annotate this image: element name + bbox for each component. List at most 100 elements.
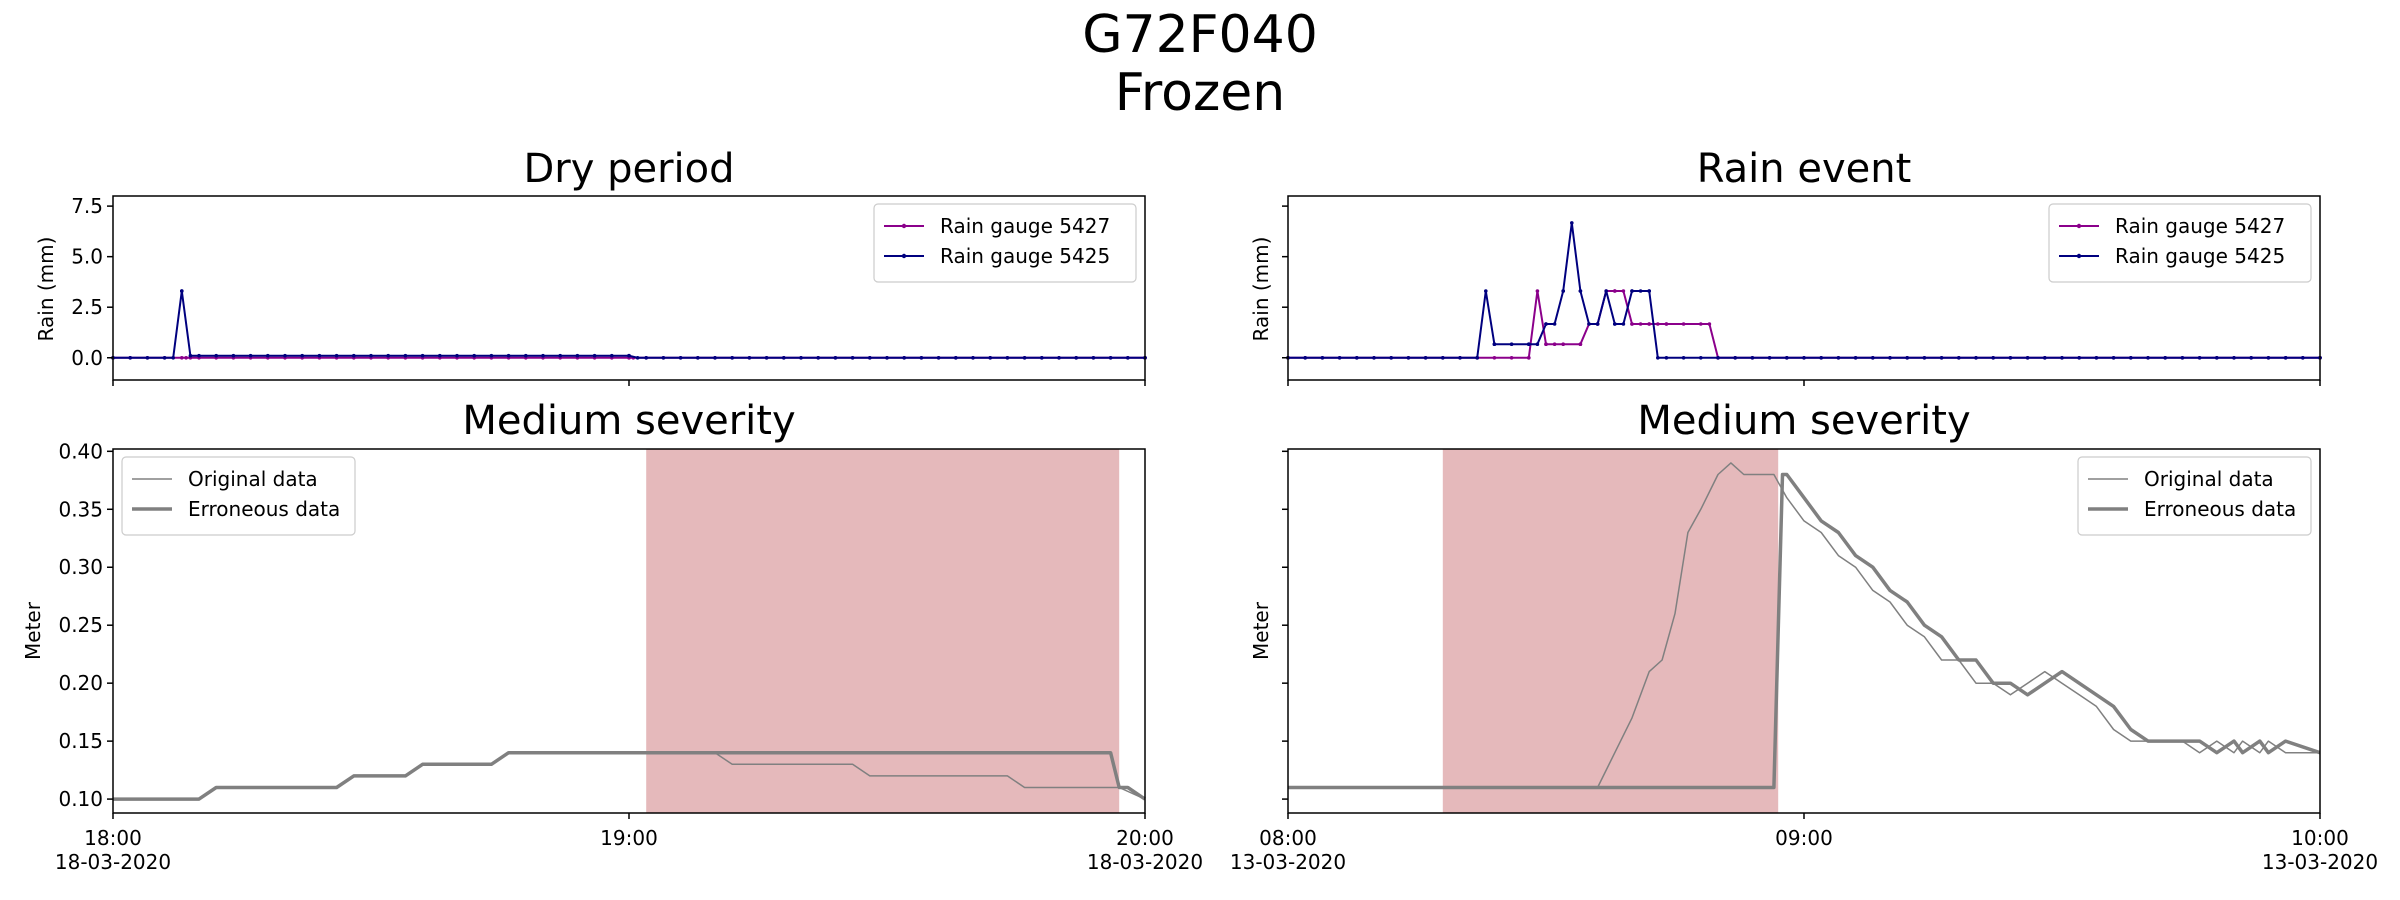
data-point xyxy=(1785,356,1789,360)
data-point xyxy=(1040,356,1044,360)
y-axis-label: Meter xyxy=(21,601,45,660)
data-point xyxy=(2283,356,2288,360)
x-tick-label: 18-03-2020 xyxy=(55,850,171,874)
panel-severity-dry: Medium severity Meter 0.10 0.15 0.20 0.25 0.… xyxy=(21,398,1203,874)
data-point xyxy=(300,353,305,358)
data-point xyxy=(1991,356,1995,360)
data-point xyxy=(1057,356,1061,360)
data-point xyxy=(1355,356,1359,360)
data-point xyxy=(541,353,545,358)
data-point xyxy=(1484,289,1488,293)
data-point xyxy=(1699,322,1703,326)
data-point xyxy=(627,353,631,358)
data-point xyxy=(1638,289,1643,293)
x-tick-label: 13-03-2020 xyxy=(1230,850,1346,874)
data-point xyxy=(386,353,391,358)
data-point xyxy=(2025,356,2030,360)
data-point xyxy=(1716,356,1720,360)
data-point xyxy=(1509,342,1514,347)
data-point xyxy=(1638,322,1643,326)
data-point xyxy=(2266,356,2271,360)
data-point xyxy=(472,353,477,358)
data-point xyxy=(575,353,580,358)
x-tick-label: 13-03-2020 xyxy=(2262,850,2378,874)
legend-label: Rain gauge 5427 xyxy=(2115,214,2285,238)
series-line xyxy=(1288,472,2321,790)
figure-title-line1: G72F040 xyxy=(1082,5,1318,65)
legend-label: Original data xyxy=(188,467,318,491)
y-axis-label: Rain (mm) xyxy=(34,237,58,342)
legend-marker xyxy=(901,223,907,229)
data-point xyxy=(885,356,889,360)
data-point xyxy=(1836,356,1841,360)
panel-title: Dry period xyxy=(523,146,734,192)
data-point xyxy=(1595,322,1600,326)
data-point xyxy=(1888,356,1892,360)
data-point xyxy=(369,353,373,358)
data-point xyxy=(317,353,322,358)
panel-title: Medium severity xyxy=(1637,398,1970,444)
data-point xyxy=(2129,356,2133,360)
data-point xyxy=(2060,356,2064,360)
data-point xyxy=(971,356,975,360)
legend-box xyxy=(873,203,1137,283)
y-tick-label: 2.5 xyxy=(71,295,103,319)
data-point xyxy=(1613,289,1617,293)
data-point xyxy=(713,356,717,360)
plot-area: 0.100.150.200.250.300.350.4018:0018-03-2… xyxy=(55,439,1203,874)
data-point xyxy=(352,353,356,358)
legend-box xyxy=(121,456,356,536)
y-tick-label: 0.10 xyxy=(58,787,103,811)
data-point xyxy=(266,353,270,358)
data-point xyxy=(1939,356,1944,360)
panel-severity-rain: Medium severity Meter 08:0013-03-202009:… xyxy=(1230,398,2378,874)
data-point xyxy=(678,356,683,360)
data-point xyxy=(850,356,855,360)
data-point xyxy=(248,353,253,358)
data-point xyxy=(1664,356,1669,360)
legend-label: Rain gauge 5425 xyxy=(2115,244,2285,268)
data-point xyxy=(730,356,734,360)
data-point xyxy=(1656,322,1660,326)
data-point xyxy=(2094,356,2099,360)
data-point xyxy=(1552,342,1557,347)
data-point xyxy=(1613,322,1617,326)
data-point xyxy=(1733,356,1737,360)
data-point xyxy=(1957,356,1961,360)
x-tick-label: 08:00 xyxy=(1259,826,1317,850)
data-point xyxy=(1630,322,1634,326)
data-point xyxy=(919,356,924,360)
y-tick-label: 0.35 xyxy=(58,497,103,521)
data-point xyxy=(1750,356,1755,360)
y-tick-label: 0.20 xyxy=(58,671,103,695)
data-point xyxy=(954,356,958,360)
data-point xyxy=(171,356,175,360)
data-point xyxy=(2111,356,2116,360)
data-point xyxy=(988,356,992,360)
data-point xyxy=(180,356,184,360)
data-point xyxy=(782,356,786,360)
data-point xyxy=(1389,356,1393,360)
data-point xyxy=(145,356,150,360)
plot-area: 0.0 2.5 5.0 7.5 Rain gauge 5427 Rain gauge 54… xyxy=(71,194,1147,386)
data-point xyxy=(1561,342,1565,347)
legend-label: Rain gauge 5427 xyxy=(940,214,1110,238)
data-point xyxy=(2180,356,2185,360)
x-tick-label: 19:00 xyxy=(600,826,658,850)
y-tick-label: 0.40 xyxy=(58,439,103,463)
data-point xyxy=(1587,322,1591,326)
data-point xyxy=(1819,356,1823,360)
data-point xyxy=(1621,322,1626,326)
data-point xyxy=(1544,322,1548,326)
legend-box xyxy=(2048,203,2312,283)
error-span xyxy=(1442,449,1779,813)
data-point xyxy=(2232,356,2236,360)
data-point xyxy=(403,353,408,358)
data-point xyxy=(1561,289,1565,293)
data-point xyxy=(1630,289,1634,293)
data-point xyxy=(2301,356,2305,360)
data-point xyxy=(1005,356,1010,360)
data-point xyxy=(747,356,752,360)
